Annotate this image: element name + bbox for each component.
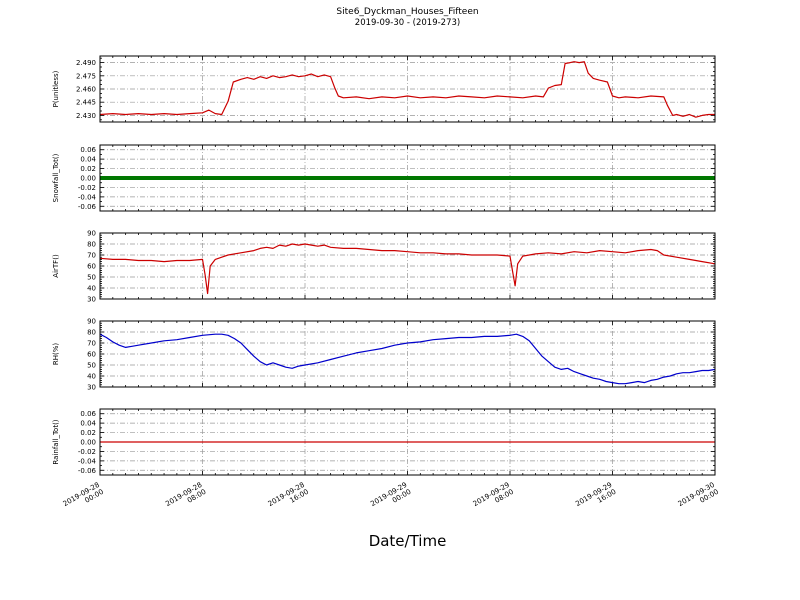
y-tick-label: 0.00 (80, 175, 96, 183)
chart-subtitle: 2019-09-30 - (2019-273) (354, 18, 461, 28)
y-tick-label: 30 (87, 296, 96, 304)
y-tick-label: 2.445 (76, 99, 96, 107)
x-tick-label: 2019-09-2900:00 (369, 481, 412, 515)
y-tick-label: 60 (87, 351, 96, 359)
y-tick-label: -0.04 (78, 193, 97, 201)
y-tick-label: -0.06 (78, 203, 97, 211)
subplot-rainfall-tot: -0.06 -0.04-0.020.00 0.020.04 0.06 Rainfall_… (52, 408, 716, 476)
y-tick-label: 90 (87, 230, 96, 238)
axes-border (99, 320, 716, 388)
x-tick-label: 2019-09-2800:00 (62, 481, 105, 515)
chart-title: Site6_Dyckman_Houses_Fifteen (336, 7, 479, 17)
y-tick-label: 50 (87, 362, 96, 370)
y-tick-label: 0.00 (80, 439, 96, 447)
subplot-snowfall-tot: -0.06 -0.04-0.020.00 0.020.04 0.06 Snowfall_… (52, 144, 716, 212)
y-tick-label: 0.06 (80, 410, 96, 418)
subplot-rh: 30 40 50 60 70 80 90 RH(%) (52, 318, 716, 392)
axes-border (99, 408, 716, 476)
y-tick-label: 40 (87, 285, 96, 293)
y-tick-label: 2.460 (76, 86, 96, 94)
axes-border (99, 144, 716, 212)
y-tick-label: -0.02 (78, 448, 96, 456)
subplot-airtf: 30 40 50 60 70 80 90 AirTF() (52, 230, 716, 304)
axes-border (99, 55, 716, 123)
y-tick-label: 90 (87, 318, 96, 326)
x-tick-labels: 2019-09-2800:00 2019-09-2808:00 2019-09-28… (62, 481, 720, 515)
y-tick-label: 40 (87, 373, 96, 381)
x-tick-label: 2019-09-2908:00 (472, 481, 515, 515)
y-tick-label: 2.475 (76, 72, 96, 80)
x-axis-title: Date/Time (368, 532, 447, 550)
y-tick-label: 0.02 (80, 429, 96, 437)
series-p-unitless (99, 61, 715, 118)
y-axis-label: P(unitless) (52, 70, 60, 107)
y-tick-label: 30 (87, 384, 96, 392)
x-tick-label: 2019-09-2808:00 (164, 481, 207, 515)
series-airtf (99, 243, 716, 295)
y-tick-label: -0.02 (78, 184, 96, 192)
x-tick-label: 2019-09-3000:00 (677, 481, 720, 515)
series-rh (99, 333, 716, 385)
y-tick-label: 70 (87, 340, 96, 348)
y-tick-label: 70 (87, 252, 96, 260)
x-tick-label: 2019-09-2816:00 (267, 481, 310, 515)
y-tick-label: 0.04 (80, 156, 96, 164)
y-tick-label: 80 (87, 241, 96, 249)
y-axis-label: Rainfall_Tot() (52, 419, 60, 464)
y-tick-label: 0.02 (80, 165, 96, 173)
y-axis-label: AirTF() (52, 254, 60, 278)
axes-border (99, 232, 716, 300)
x-tick-label: 2019-09-2916:00 (574, 481, 617, 515)
y-tick-label: 0.04 (80, 420, 96, 428)
subplot-p-unitless: 2.430 2.445 2.460 2.475 2.490 P(unitless) (52, 55, 716, 123)
y-tick-label: 80 (87, 329, 96, 337)
y-tick-label: 0.06 (80, 146, 96, 154)
y-axis-label: RH(%) (52, 343, 60, 366)
y-tick-label: 2.430 (76, 112, 96, 120)
y-tick-label: -0.04 (78, 457, 97, 465)
y-tick-label: 2.490 (76, 59, 96, 67)
y-tick-label: 60 (87, 263, 96, 271)
y-axis-label: Snowfall_Tot() (52, 153, 60, 202)
y-tick-label: -0.06 (78, 467, 97, 475)
chart-header: Site6_Dyckman_Houses_Fifteen 2019-09-30 … (100, 7, 715, 28)
y-tick-label: 50 (87, 274, 96, 282)
